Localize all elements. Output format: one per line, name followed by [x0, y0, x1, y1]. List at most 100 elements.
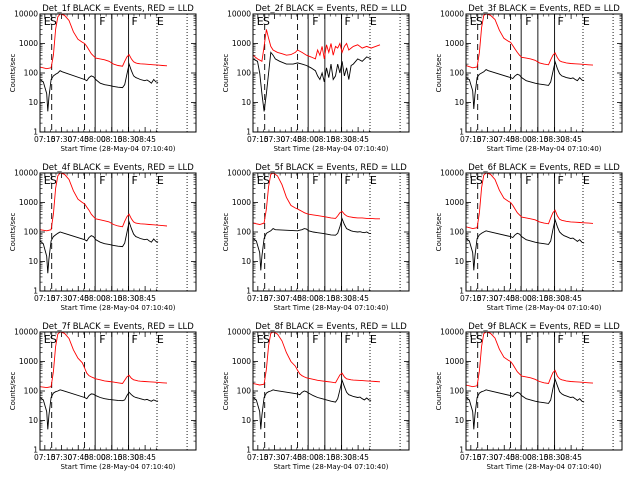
x-tick-label: 07:45	[67, 294, 89, 303]
x-tick-label: 08:45	[134, 453, 156, 462]
x-tick-label: 08:30	[118, 135, 140, 144]
marker-letter: E	[157, 333, 164, 346]
y-axis-label: Counts/sec	[435, 213, 443, 252]
x-axis-label: Start Time (28-May-04 07:10:40)	[486, 145, 601, 153]
panel-title: Det_3f BLACK = Events, RED = LLD	[468, 4, 620, 14]
x-tick-label: 08:30	[118, 294, 140, 303]
plot-frame	[39, 172, 197, 292]
y-tick-label: 1	[33, 446, 38, 455]
y-tick-label: 100	[450, 69, 465, 78]
x-tick-label: 08:00	[297, 294, 319, 303]
series-events	[40, 62, 159, 112]
x-tick-label: 07:45	[493, 135, 515, 144]
x-tick-label: 08:30	[544, 135, 566, 144]
y-tick-label: 10000	[227, 169, 251, 178]
marker-lines	[477, 332, 614, 450]
x-tick-label: 08:30	[544, 294, 566, 303]
plot-frame	[252, 13, 410, 133]
x-axis-label: Start Time (28-May-04 07:10:40)	[60, 463, 175, 471]
y-tick-label: 1000	[232, 198, 251, 207]
panel-det-2: Det_2f BLACK = Events, RED = LLD Start Ti…	[222, 4, 410, 153]
y-tick-label: 1	[459, 128, 464, 137]
x-tick-label: 08:15	[314, 453, 336, 462]
marker-letter: E	[470, 15, 477, 28]
x-axis-label: Start Time (28-May-04 07:10:40)	[486, 463, 601, 471]
y-tick-label: 10000	[227, 328, 251, 337]
series-events	[253, 51, 372, 112]
marker-lines	[477, 173, 614, 291]
panel-title: Det_9f BLACK = Events, RED = LLD	[468, 322, 620, 332]
x-tick-label: 07:30	[477, 453, 499, 462]
y-tick-label: 10000	[14, 10, 38, 19]
marker-letter: F	[99, 333, 105, 346]
x-axis-label: Start Time (28-May-04 07:10:40)	[273, 463, 388, 471]
x-tick-label: 08:15	[101, 294, 123, 303]
y-axis-label: Counts/sec	[9, 372, 17, 411]
y-tick-label: 10	[28, 98, 38, 107]
marker-letter: F	[558, 15, 564, 28]
y-tick-label: 1000	[232, 357, 251, 366]
x-tick-label: 08:00	[84, 453, 106, 462]
x-tick-label: 08:15	[314, 135, 336, 144]
marker-letter: S	[263, 174, 270, 187]
x-tick-label: 07:15	[247, 135, 269, 144]
y-tick-label: 10	[241, 257, 251, 266]
plot-frame	[252, 331, 410, 451]
x-tick-label: 08:45	[560, 135, 582, 144]
y-tick-label: 1	[246, 287, 251, 296]
marker-letter: F	[345, 333, 351, 346]
x-tick-label: 07:30	[51, 294, 73, 303]
x-tick-label: 08:15	[527, 453, 549, 462]
y-tick-label: 10000	[14, 328, 38, 337]
y-tick-label: 100	[450, 228, 465, 237]
marker-lines	[51, 332, 188, 450]
x-tick-label: 07:30	[264, 135, 286, 144]
marker-letter: E	[470, 174, 477, 187]
x-tick-label: 07:45	[280, 294, 302, 303]
marker-letter: S	[50, 174, 57, 187]
plot-frame	[465, 13, 623, 133]
y-axis-label: Counts/sec	[435, 54, 443, 93]
marker-lines	[264, 14, 401, 132]
y-tick-label: 100	[24, 387, 39, 396]
y-tick-label: 10000	[440, 10, 464, 19]
marker-letter: E	[257, 174, 264, 187]
y-tick-label: 10000	[227, 10, 251, 19]
marker-letter: S	[263, 333, 270, 346]
x-tick-label: 08:00	[510, 135, 532, 144]
x-tick-label: 08:45	[134, 135, 156, 144]
y-tick-label: 10	[28, 416, 38, 425]
marker-letter: F	[312, 15, 318, 28]
x-tick-label: 08:45	[347, 135, 369, 144]
x-tick-label: 08:30	[331, 294, 353, 303]
x-tick-label: 07:30	[477, 135, 499, 144]
panel-title: Det_6f BLACK = Events, RED = LLD	[468, 163, 620, 173]
panel-title: Det_1f BLACK = Events, RED = LLD	[42, 4, 194, 14]
y-axis-label: Counts/sec	[222, 213, 230, 252]
marker-letter: F	[132, 174, 138, 187]
x-axis-label: Start Time (28-May-04 07:10:40)	[486, 304, 601, 312]
series-events	[466, 218, 585, 271]
y-tick-label: 1000	[19, 198, 38, 207]
plot-frame	[252, 172, 410, 292]
series-events	[253, 378, 372, 430]
x-tick-label: 07:45	[280, 135, 302, 144]
x-tick-label: 08:15	[101, 453, 123, 462]
plot-frame	[39, 13, 197, 133]
x-tick-label: 07:30	[264, 294, 286, 303]
marker-letter: E	[257, 333, 264, 346]
x-tick-label: 07:45	[67, 135, 89, 144]
marker-lines	[264, 173, 401, 291]
x-tick-label: 07:45	[493, 294, 515, 303]
marker-letter: S	[50, 15, 57, 28]
y-tick-label: 1000	[445, 357, 464, 366]
panel-det-1: Det_1f BLACK = Events, RED = LLD Start Ti…	[9, 4, 197, 153]
x-tick-label: 07:45	[493, 453, 515, 462]
series-events	[253, 217, 372, 271]
plot-frame	[465, 331, 623, 451]
x-tick-label: 08:00	[84, 135, 106, 144]
x-tick-label: 08:15	[314, 294, 336, 303]
marker-letter: E	[583, 174, 590, 187]
x-tick-label: 08:30	[118, 453, 140, 462]
x-axis-label: Start Time (28-May-04 07:10:40)	[60, 304, 175, 312]
